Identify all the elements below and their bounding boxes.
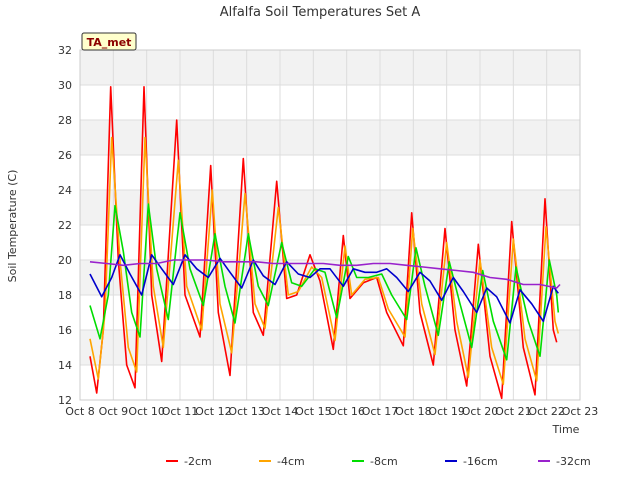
badge: TA_met (81, 32, 137, 51)
plot-border (79, 49, 581, 401)
legend-label: -8cm (370, 455, 398, 468)
x-tick-label: Oct 13 (228, 405, 265, 418)
legend-label: -2cm (184, 455, 212, 468)
y-axis-label: Soil Temperature (C) (6, 170, 19, 283)
y-tick-label: 20 (58, 254, 72, 267)
x-tick-label: Oct 19 (428, 405, 465, 418)
legend: -2cm -4cm -8cm -16cm -32cm (166, 455, 591, 468)
y-tick-label: 28 (58, 114, 72, 127)
x-tick-label: Oct 21 (495, 405, 532, 418)
x-tick-label: Oct 23 (562, 405, 599, 418)
series-line-32cm (89, 259, 561, 289)
x-tick-label: Oct 11 (162, 405, 199, 418)
x-tick-label: Oct 17 (362, 405, 399, 418)
y-tick-label: 18 (58, 289, 72, 302)
y-tick-label: 22 (58, 219, 72, 232)
series-line-16cm (89, 254, 559, 324)
x-axis-label: Time (552, 423, 580, 436)
legend-label: -16cm (463, 455, 498, 468)
plot-band (80, 50, 580, 85)
plot-band (80, 190, 580, 225)
legend-label: -32cm (556, 455, 591, 468)
y-tick-label: 30 (58, 79, 72, 92)
x-tick-label: Oct 20 (462, 405, 499, 418)
y-tick-label: 26 (58, 149, 72, 162)
badge-box (81, 32, 137, 51)
x-tick-label: Oct 16 (328, 405, 365, 418)
y-tick-label: 24 (58, 184, 72, 197)
x-tick-label: Oct 18 (395, 405, 432, 418)
chart-title: Alfalfa Soil Temperatures Set A (220, 5, 421, 20)
badge-label: TA_met (87, 36, 132, 49)
y-tick-label: 16 (58, 324, 72, 337)
legend-label: -4cm (277, 455, 305, 468)
x-tick-label: Oct 9 (99, 405, 129, 418)
series-layer (89, 86, 561, 400)
x-tick-label: Oct 12 (195, 405, 232, 418)
y-tick-label: 14 (58, 359, 72, 372)
series-line-8cm (89, 203, 560, 361)
x-tick-label: Oct 22 (528, 405, 565, 418)
y-tick-label: 32 (58, 44, 72, 57)
x-tick-label: Oct 14 (262, 405, 299, 418)
plot-band (80, 120, 580, 155)
x-tick-label: Oct 10 (128, 405, 165, 418)
x-tick-label: Oct 15 (295, 405, 332, 418)
x-tick-label: Oct 8 (65, 405, 95, 418)
y-tick-label: 12 (58, 394, 72, 407)
